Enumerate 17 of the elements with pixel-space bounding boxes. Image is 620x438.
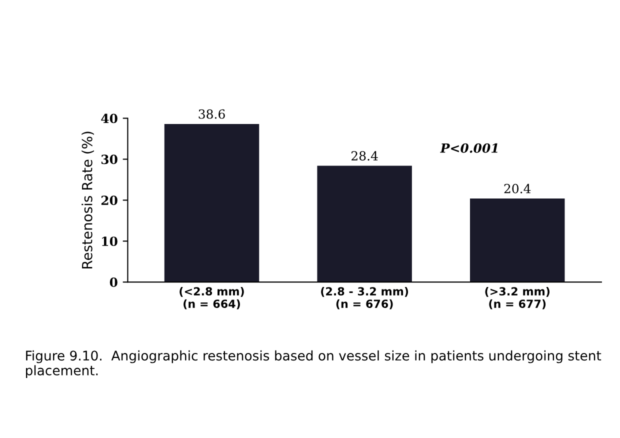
annotation: P<0.001 (440, 143, 498, 153)
caption: Figure 9.10. Angiographic restenosis based on vessel size in patients undergoing stent placement. (26, 350, 602, 378)
data-label: 20.4 (504, 184, 531, 194)
x-tick-label: (<2.8 mm) (n = 664) (180, 286, 244, 310)
y-axis-title: Restenosis Rate (%) (82, 132, 94, 268)
bar (317, 166, 412, 282)
y-tick-label: 0 (110, 278, 118, 287)
bar (164, 124, 260, 282)
y-tick-label: 20 (101, 196, 118, 206)
bar (470, 198, 565, 282)
y-tick-label: 10 (102, 236, 118, 246)
x-tick-label: (2.8 - 3.2 mm) (n = 676) (321, 286, 408, 310)
x-tick-label: (>3.2 mm) (n = 677) (485, 286, 550, 310)
data-label: 38.6 (198, 109, 225, 119)
y-tick-label: 30 (101, 154, 118, 164)
y-tick-label: 40 (101, 114, 118, 124)
data-label: 28.4 (351, 151, 378, 161)
